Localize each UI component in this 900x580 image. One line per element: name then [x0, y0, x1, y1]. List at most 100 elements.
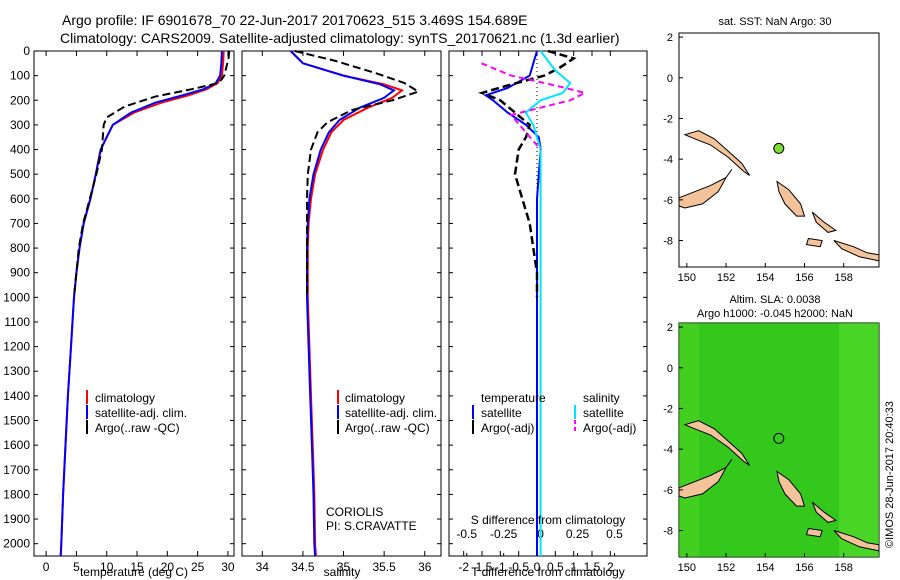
- sla-cell: [719, 395, 739, 413]
- sla-cell: [779, 503, 799, 521]
- lat-tick-label: 2: [667, 322, 673, 334]
- sla-cell: [699, 503, 719, 521]
- x-tick-label: 15: [130, 560, 144, 574]
- sla-cell: [859, 413, 879, 431]
- sla-cell: [799, 449, 819, 467]
- land-polygon: [678, 169, 733, 209]
- legend-title-temperature: temperature: [481, 391, 546, 405]
- lon-tick-label: 156: [795, 562, 813, 574]
- sla-cell: [859, 377, 879, 395]
- y-tick-label: 400: [10, 143, 30, 157]
- x-tick-label: 35.5: [372, 560, 396, 574]
- sla-cell: [859, 359, 879, 377]
- sla-cell: [779, 521, 799, 539]
- sla-cell: [699, 341, 719, 359]
- sla-cell: [679, 395, 699, 413]
- lat-tick-label: 2: [667, 32, 673, 44]
- sla-cell: [739, 485, 759, 503]
- y-tick-label: 800: [10, 241, 30, 255]
- sla-cell: [819, 359, 839, 377]
- sla-cell: [839, 413, 859, 431]
- sla-map-axes: 150 152 154 156 158 2 0 -2 -4 -6 -8: [663, 322, 853, 574]
- land-polygon: [811, 501, 838, 523]
- sla-field-texture: [679, 323, 879, 557]
- difference-panel-frame: [448, 50, 648, 557]
- sla-cell: [779, 413, 799, 431]
- sla-cell: [759, 503, 779, 521]
- sla-cell: [819, 395, 839, 413]
- sst-map-axes: 150 152 154 156 158 2 0 -2 -4 -6 -8: [663, 32, 853, 284]
- sla-cell: [759, 395, 779, 413]
- sla-cell: [819, 467, 839, 485]
- x-tick-label: -1.5: [472, 560, 493, 574]
- x-tick-label: 34.5: [291, 560, 315, 574]
- sla-cell: [799, 431, 819, 449]
- sla-cell: [739, 377, 759, 395]
- x-tick-label: 0: [534, 560, 541, 574]
- legend-label-argo: Argo(..raw -QC): [345, 421, 430, 435]
- land-polygon: [805, 527, 823, 538]
- y-tick-label: 1800: [3, 487, 30, 501]
- sla-cell: [839, 359, 859, 377]
- sla-cell: [719, 377, 739, 395]
- sla-cell: [839, 377, 859, 395]
- sla-cell: [859, 395, 879, 413]
- sla-cell: [799, 539, 819, 557]
- sla-cell: [699, 521, 719, 539]
- legend-label-satellite: satellite-adj. clim.: [345, 406, 437, 420]
- temperature-xlabel: temperature (deg C): [80, 565, 188, 579]
- sla-cell: [699, 539, 719, 557]
- land-polygon: [811, 211, 838, 233]
- series-line-salinity-argo-adj-: [481, 62, 588, 151]
- sla-cell: [839, 485, 859, 503]
- sst-map-title: sat. SST: NaN Argo: 30: [718, 16, 831, 28]
- y-tick-label: 1000: [3, 290, 30, 304]
- argo-float-marker: [773, 142, 785, 154]
- sla-cell: [679, 503, 699, 521]
- sla-cell: [739, 323, 759, 341]
- sla-cell: [679, 359, 699, 377]
- sla-cell: [679, 431, 699, 449]
- sla-cell: [699, 359, 719, 377]
- sla-cell: [679, 467, 699, 485]
- sla-cell: [739, 539, 759, 557]
- sla-cell: [739, 413, 759, 431]
- lat-tick-label: -6: [663, 485, 673, 497]
- sla-cell: [839, 467, 859, 485]
- sla-cell: [779, 323, 799, 341]
- legend-label-s-satellite: satellite: [583, 406, 624, 420]
- sla-cell: [739, 503, 759, 521]
- x-tick-label: 20: [161, 560, 175, 574]
- sla-cell: [799, 467, 819, 485]
- y-tick-label: 700: [10, 216, 30, 230]
- sla-cell: [779, 359, 799, 377]
- series-line-climatology: [59, 50, 225, 557]
- x2-tick-label: 0.25: [566, 527, 590, 541]
- sla-cell: [719, 539, 739, 557]
- lon-tick-label: 152: [717, 272, 735, 284]
- y-tick-label: 1500: [3, 414, 30, 428]
- lon-tick-label: 154: [756, 562, 774, 574]
- sla-cell: [859, 467, 879, 485]
- argo-float-marker: [773, 432, 785, 444]
- sla-cell: [699, 395, 719, 413]
- y-tick-label: 1400: [3, 389, 30, 403]
- y-tick-label: 300: [10, 118, 30, 132]
- temperature-plot: 0 5 10 15 20 25 300100200300400500600700800900…: [3, 44, 235, 574]
- sla-land-layer: [678, 420, 880, 552]
- difference-legend: temperature satellite Argo(-adj) salinit…: [472, 391, 636, 435]
- sla-cell: [759, 539, 779, 557]
- data-centre-label: CORIOLIS: [326, 505, 383, 519]
- x-tick-label: 0.5: [547, 560, 564, 574]
- sla-cell: [719, 341, 739, 359]
- sla-cell: [799, 359, 819, 377]
- lat-tick-label: -4: [663, 154, 673, 166]
- land-polygon: [776, 470, 806, 507]
- x2-tick-label: 0.5: [606, 527, 623, 541]
- sla-cell: [819, 323, 839, 341]
- sla-cell: [759, 467, 779, 485]
- x-tick-label: 34: [256, 560, 270, 574]
- sla-cell: [839, 395, 859, 413]
- lat-tick-label: -8: [663, 526, 673, 538]
- sla-cell: [859, 503, 879, 521]
